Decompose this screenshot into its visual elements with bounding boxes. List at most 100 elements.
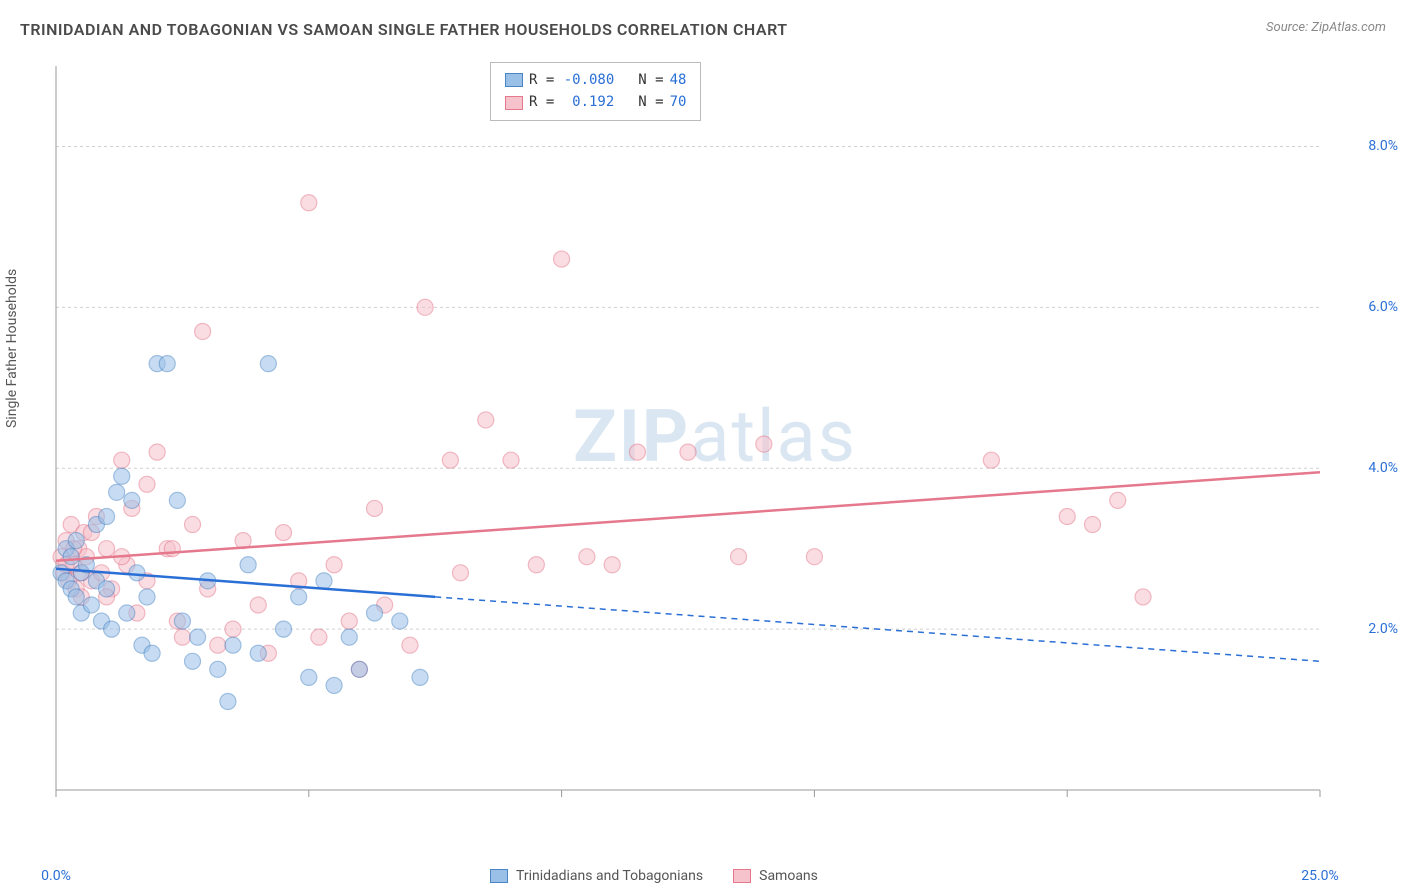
data-point (169, 492, 185, 508)
data-point (260, 356, 276, 372)
data-point (276, 621, 292, 637)
data-point (301, 195, 317, 211)
data-point (139, 589, 155, 605)
legend-swatch (505, 73, 523, 87)
legend-n-label: N = (638, 69, 663, 91)
data-point (129, 565, 145, 581)
data-point (367, 605, 383, 621)
data-point (68, 589, 84, 605)
legend-item: Samoans (733, 868, 818, 884)
chart-area: ZIPatlas (50, 60, 1380, 830)
data-point (316, 573, 332, 589)
legend-r-value: 0.192 (560, 91, 614, 113)
data-point (104, 621, 120, 637)
legend-swatch (505, 96, 523, 110)
data-point (1110, 492, 1126, 508)
data-point (1059, 508, 1075, 524)
data-point (185, 517, 201, 533)
data-point (174, 613, 190, 629)
data-point (351, 661, 367, 677)
trendline-samoans (56, 472, 1320, 560)
data-point (367, 500, 383, 516)
y-tick-label: 4.0% (1368, 460, 1398, 476)
legend-series: Trinidadians and Tobagonians Samoans (490, 868, 818, 884)
scatter-plot (50, 60, 1380, 830)
chart-title: TRINIDADIAN AND TOBAGONIAN VS SAMOAN SIN… (20, 20, 788, 39)
data-point (311, 629, 327, 645)
legend-r-label: R = (529, 69, 554, 91)
data-point (124, 492, 140, 508)
data-point (412, 669, 428, 685)
data-point (341, 613, 357, 629)
data-point (114, 468, 130, 484)
data-point (341, 629, 357, 645)
data-point (164, 541, 180, 557)
data-point (83, 597, 99, 613)
y-tick-label: 8.0% (1368, 138, 1398, 154)
data-point (109, 484, 125, 500)
data-point (983, 452, 999, 468)
legend-n-value: 48 (670, 69, 687, 91)
data-point (250, 645, 266, 661)
data-point (417, 299, 433, 315)
data-point (114, 452, 130, 468)
data-point (629, 444, 645, 460)
data-point (554, 251, 570, 267)
data-point (402, 637, 418, 653)
data-point (503, 452, 519, 468)
data-point (326, 677, 342, 693)
data-point (99, 541, 115, 557)
data-point (291, 589, 307, 605)
legend-row: R = -0.080 N = 48 (505, 69, 686, 91)
legend-r-label: R = (529, 91, 554, 113)
data-point (250, 597, 266, 613)
legend-n-label: N = (638, 91, 663, 113)
data-point (210, 637, 226, 653)
data-point (174, 629, 190, 645)
data-point (806, 549, 822, 565)
legend-n-value: 70 (670, 91, 687, 113)
data-point (326, 557, 342, 573)
data-point (139, 476, 155, 492)
x-tick-label: 0.0% (41, 868, 71, 884)
x-tick-label: 25.0% (1301, 868, 1339, 884)
data-point (99, 508, 115, 524)
data-point (680, 444, 696, 460)
data-point (190, 629, 206, 645)
legend-r-value: -0.080 (560, 69, 614, 91)
data-point (528, 557, 544, 573)
legend-correlation: R = -0.080 N = 48 R = 0.192 N = 70 (490, 62, 701, 121)
data-point (144, 645, 160, 661)
data-point (225, 637, 241, 653)
data-point (240, 557, 256, 573)
data-point (195, 323, 211, 339)
data-point (185, 653, 201, 669)
data-point (1084, 517, 1100, 533)
data-point (478, 412, 494, 428)
data-point (604, 557, 620, 573)
data-point (731, 549, 747, 565)
data-point (68, 533, 84, 549)
legend-label: Samoans (759, 868, 818, 884)
data-point (225, 621, 241, 637)
data-point (220, 694, 236, 710)
data-point (301, 669, 317, 685)
y-axis-label: Single Father Households (4, 269, 20, 428)
legend-swatch (733, 869, 751, 883)
data-point (452, 565, 468, 581)
y-tick-label: 6.0% (1368, 299, 1398, 315)
y-tick-label: 2.0% (1368, 621, 1398, 637)
legend-swatch (490, 869, 508, 883)
data-point (159, 356, 175, 372)
data-point (1135, 589, 1151, 605)
data-point (99, 581, 115, 597)
data-point (63, 549, 79, 565)
data-point (392, 613, 408, 629)
data-point (756, 436, 772, 452)
data-point (149, 444, 165, 460)
data-point (210, 661, 226, 677)
data-point (579, 549, 595, 565)
data-point (276, 525, 292, 541)
data-point (442, 452, 458, 468)
legend-label: Trinidadians and Tobagonians (516, 868, 703, 884)
